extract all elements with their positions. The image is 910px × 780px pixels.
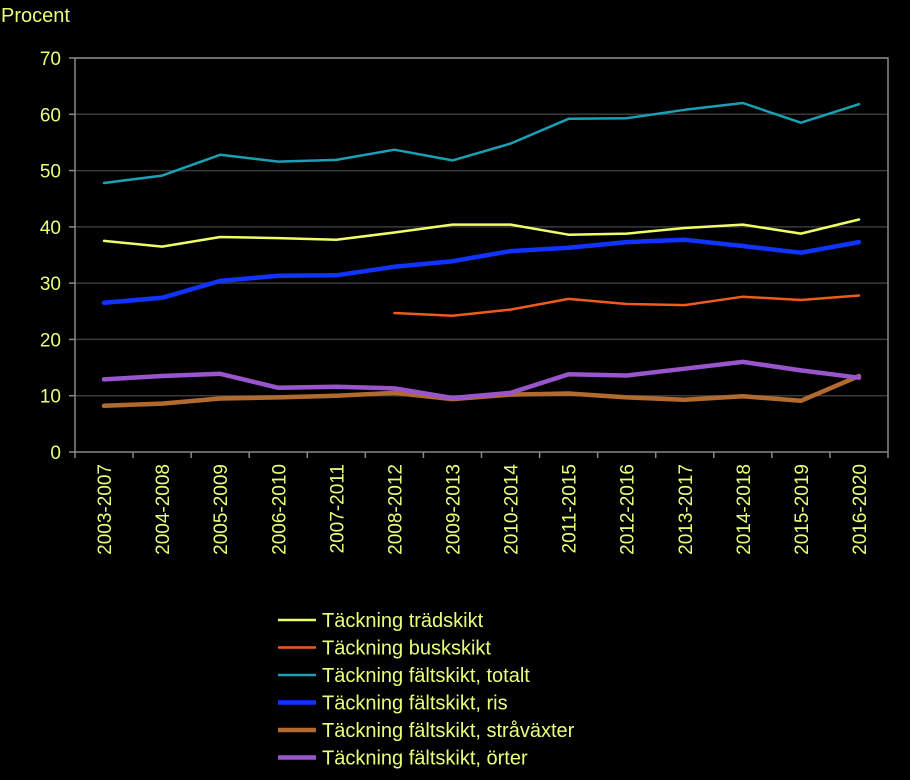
x-tick-label: 2010-2014: [502, 464, 523, 555]
y-ticks: 0 10 20 30 40 50 60 70: [40, 49, 75, 464]
series-lines: [101, 101, 862, 409]
x-tick-label: 2015-2019: [792, 464, 813, 555]
y-tick-label: 30: [40, 274, 61, 295]
x-tick-label: 2011-2015: [560, 464, 581, 553]
x-tick-label: 2014-2018: [734, 464, 755, 555]
y-tick-label: 50: [40, 162, 61, 183]
x-tick-label: 2016-2020: [850, 464, 871, 555]
legend-label-0: Täckning trädskikt: [322, 610, 484, 632]
x-tick-label: 2007-2011: [327, 464, 348, 553]
x-tick-label: 2003-2007: [95, 464, 116, 555]
y-axis-title: Procent: [1, 5, 70, 27]
x-tick-label: 2008-2012: [385, 464, 406, 555]
grid: [75, 57, 888, 397]
y-tick-label: 40: [40, 218, 61, 239]
x-tick-label: 2013-2017: [676, 464, 697, 555]
series-line-0: [102, 218, 861, 248]
legend-label-4: Täckning fältskikt, stråväxter: [322, 720, 575, 742]
series-line-2: [102, 101, 861, 185]
legend-label-5: Täckning fältskikt, örter: [322, 748, 528, 770]
x-tick-label: 2009-2013: [443, 464, 464, 555]
legend: Täckning trädskikt Täckning buskskikt Täck…: [278, 610, 575, 770]
y-tick-label: 0: [50, 443, 61, 464]
x-tick-label: 2006-2010: [269, 464, 290, 555]
legend-label-3: Täckning fältskikt, ris: [322, 693, 508, 715]
series-line-5: [101, 359, 862, 401]
x-tick-label: 2012-2016: [618, 464, 639, 555]
series-line-1: [393, 294, 861, 318]
x-tick-label: 2005-2009: [211, 464, 232, 555]
legend-label-2: Täckning fältskikt, totalt: [322, 665, 530, 687]
y-tick-label: 60: [40, 105, 61, 126]
series-line-4: [101, 373, 862, 409]
x-tick-label: 2004-2008: [153, 464, 174, 555]
y-tick-label: 70: [40, 49, 61, 70]
y-tick-label: 20: [40, 330, 61, 351]
legend-label-1: Täckning buskskikt: [322, 638, 491, 660]
x-ticks: 2003-2007 2004-2008 2005-2009 2006-2010 2007…: [74, 452, 889, 555]
series-line-3: [101, 237, 862, 306]
y-tick-label: 10: [40, 387, 61, 408]
